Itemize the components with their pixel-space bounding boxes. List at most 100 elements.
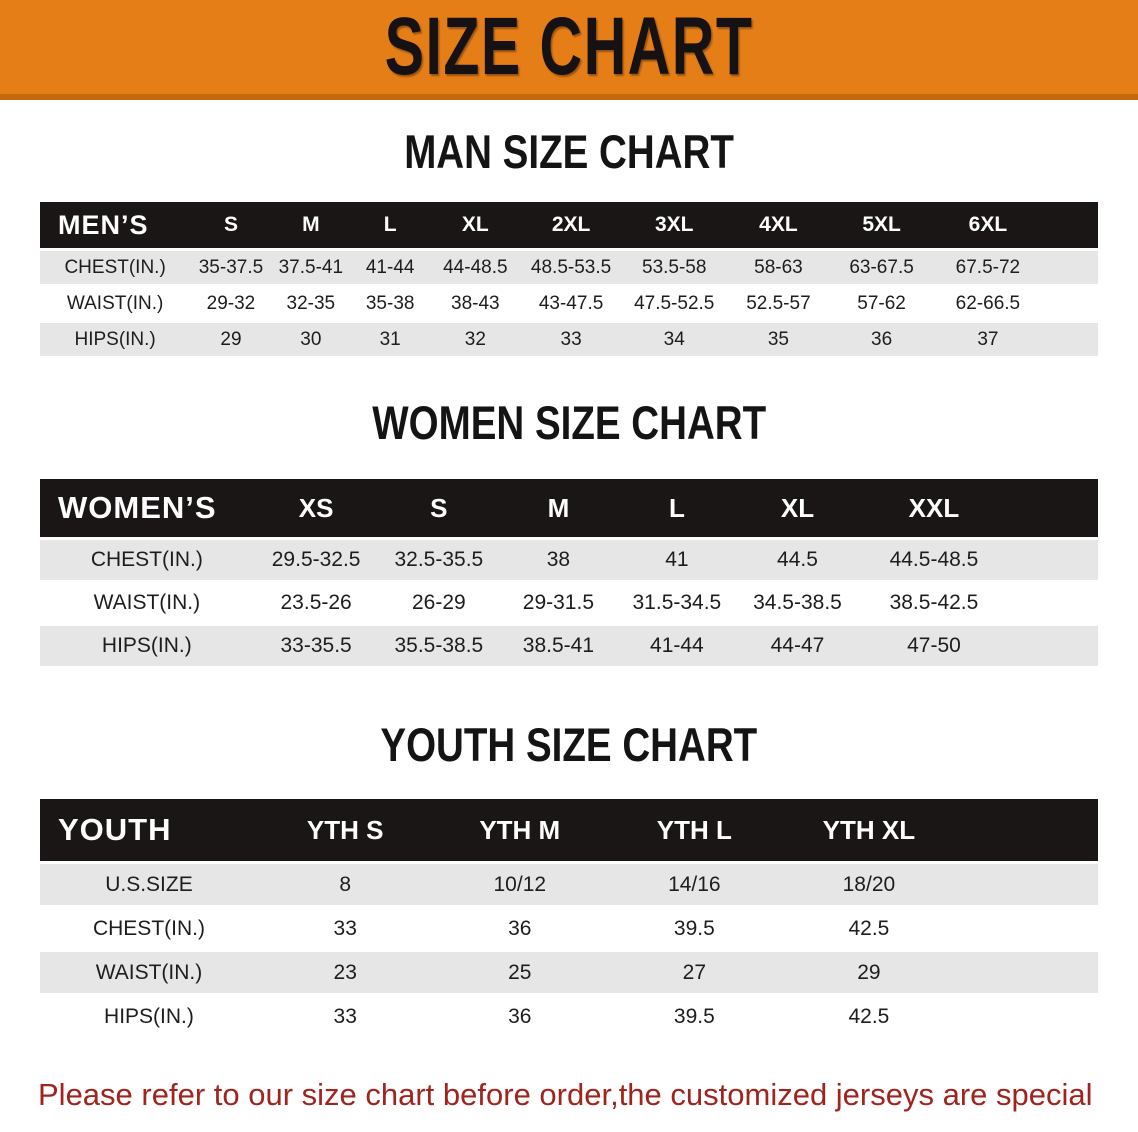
cell: 10/12 <box>432 864 608 905</box>
cell: 33 <box>520 323 622 356</box>
cell-spacer <box>956 952 1098 993</box>
men-hips-row: HIPS(IN.) 29 30 31 32 33 34 35 36 37 <box>40 323 1098 356</box>
youth-table-label: YOUTH <box>40 799 258 861</box>
cell: 29 <box>781 952 957 993</box>
men-table-label: MEN’S <box>40 202 191 248</box>
cell: 33 <box>257 908 433 949</box>
men-col-header: S <box>190 202 272 248</box>
women-section-title: WOMEN SIZE CHART <box>372 396 766 449</box>
cell: 44-47 <box>736 626 859 666</box>
cell: 38.5-41 <box>499 626 618 666</box>
cell: 25 <box>432 952 608 993</box>
size-chart-banner: SIZE CHART <box>0 0 1138 100</box>
cell: 67.5-72 <box>932 251 1043 284</box>
youth-header-row: YOUTH YTH S YTH M YTH L YTH XL <box>40 799 1098 861</box>
cell: 23.5-26 <box>253 583 379 623</box>
cell: 62-66.5 <box>932 287 1043 320</box>
youth-waist-row: WAIST(IN.) 23 25 27 29 <box>40 952 1098 993</box>
youth-col-header: YTH M <box>432 799 608 861</box>
cell: 33 <box>257 996 433 1037</box>
women-table-label: WOMEN’S <box>40 479 254 537</box>
cell: 42.5 <box>781 996 957 1037</box>
row-label: WAIST(IN.) <box>40 583 254 623</box>
women-waist-row: WAIST(IN.) 23.5-26 26-29 29-31.5 31.5-34… <box>40 583 1098 623</box>
cell-spacer <box>1042 251 1098 284</box>
youth-col-header: YTH L <box>607 799 782 861</box>
banner-title: SIZE CHART <box>384 1 754 92</box>
youth-col-header: YTH S <box>257 799 433 861</box>
cell: 8 <box>257 864 433 905</box>
row-label: HIPS(IN.) <box>40 626 254 666</box>
cell: 35.5-38.5 <box>378 626 500 666</box>
cell: 18/20 <box>781 864 957 905</box>
cell: 38-43 <box>430 287 521 320</box>
women-hips-row: HIPS(IN.) 33-35.5 35.5-38.5 38.5-41 41-4… <box>40 626 1098 666</box>
cell: 63-67.5 <box>830 251 933 284</box>
men-chest-row: CHEST(IN.) 35-37.5 37.5-41 41-44 44-48.5… <box>40 251 1098 284</box>
row-label: WAIST(IN.) <box>40 287 191 320</box>
cell: 41 <box>617 540 737 580</box>
men-col-header: XL <box>430 202 521 248</box>
cell: 32 <box>430 323 521 356</box>
cell: 30 <box>271 323 350 356</box>
women-col-header: L <box>617 479 737 537</box>
row-label: HIPS(IN.) <box>40 323 191 356</box>
cell: 35-37.5 <box>190 251 272 284</box>
cell-spacer <box>1009 583 1098 623</box>
cell: 57-62 <box>830 287 933 320</box>
men-col-header: 4XL <box>726 202 831 248</box>
men-col-header: 2XL <box>520 202 622 248</box>
cell: 27 <box>607 952 782 993</box>
row-label: CHEST(IN.) <box>40 540 254 580</box>
cell: 23 <box>257 952 433 993</box>
cell: 14/16 <box>607 864 782 905</box>
row-label: U.S.SIZE <box>40 864 258 905</box>
cell: 43-47.5 <box>520 287 622 320</box>
cell: 48.5-53.5 <box>520 251 622 284</box>
cell: 29.5-32.5 <box>253 540 379 580</box>
women-col-header: XL <box>736 479 859 537</box>
cell: 29-31.5 <box>499 583 618 623</box>
youth-header-spacer <box>956 799 1098 861</box>
cell: 47-50 <box>858 626 1010 666</box>
cell: 29 <box>190 323 272 356</box>
cell: 26-29 <box>378 583 500 623</box>
cell: 37.5-41 <box>271 251 350 284</box>
cell-spacer <box>956 864 1098 905</box>
men-col-header: 3XL <box>621 202 727 248</box>
women-col-header: M <box>499 479 618 537</box>
cell-spacer <box>1009 540 1098 580</box>
row-label: HIPS(IN.) <box>40 996 258 1037</box>
row-label: CHEST(IN.) <box>40 251 191 284</box>
row-label: WAIST(IN.) <box>40 952 258 993</box>
men-col-header: M <box>271 202 350 248</box>
row-label: CHEST(IN.) <box>40 908 258 949</box>
youth-section-title: YOUTH SIZE CHART <box>380 718 758 771</box>
cell: 47.5-52.5 <box>621 287 727 320</box>
cell-spacer <box>956 996 1098 1037</box>
women-header-row: WOMEN’S XS S M L XL XXL <box>40 479 1098 537</box>
women-col-header: S <box>378 479 500 537</box>
cell: 44.5-48.5 <box>858 540 1010 580</box>
cell: 44-48.5 <box>430 251 521 284</box>
cell: 44.5 <box>736 540 859 580</box>
men-col-header: 6XL <box>932 202 1043 248</box>
cell-spacer <box>956 908 1098 949</box>
cell: 53.5-58 <box>621 251 727 284</box>
cell: 36 <box>432 908 608 949</box>
men-size-table: MEN’S S M L XL 2XL 3XL 4XL 5XL 6XL CHEST… <box>40 199 1098 359</box>
women-col-header: XXL <box>858 479 1010 537</box>
cell: 32.5-35.5 <box>378 540 500 580</box>
men-header-row: MEN’S S M L XL 2XL 3XL 4XL 5XL 6XL <box>40 202 1098 248</box>
cell: 41-44 <box>349 251 431 284</box>
cell: 42.5 <box>781 908 957 949</box>
cell: 34.5-38.5 <box>736 583 859 623</box>
cell: 34 <box>621 323 727 356</box>
youth-chest-row: CHEST(IN.) 33 36 39.5 42.5 <box>40 908 1098 949</box>
youth-size-table: YOUTH YTH S YTH M YTH L YTH XL U.S.SIZE … <box>40 796 1098 1040</box>
youth-col-header: YTH XL <box>781 799 957 861</box>
man-section-title: MAN SIZE CHART <box>404 125 734 178</box>
cell: 33-35.5 <box>253 626 379 666</box>
cell: 31 <box>349 323 431 356</box>
disclaimer-text: Please refer to our size chart before or… <box>38 1070 1100 1132</box>
